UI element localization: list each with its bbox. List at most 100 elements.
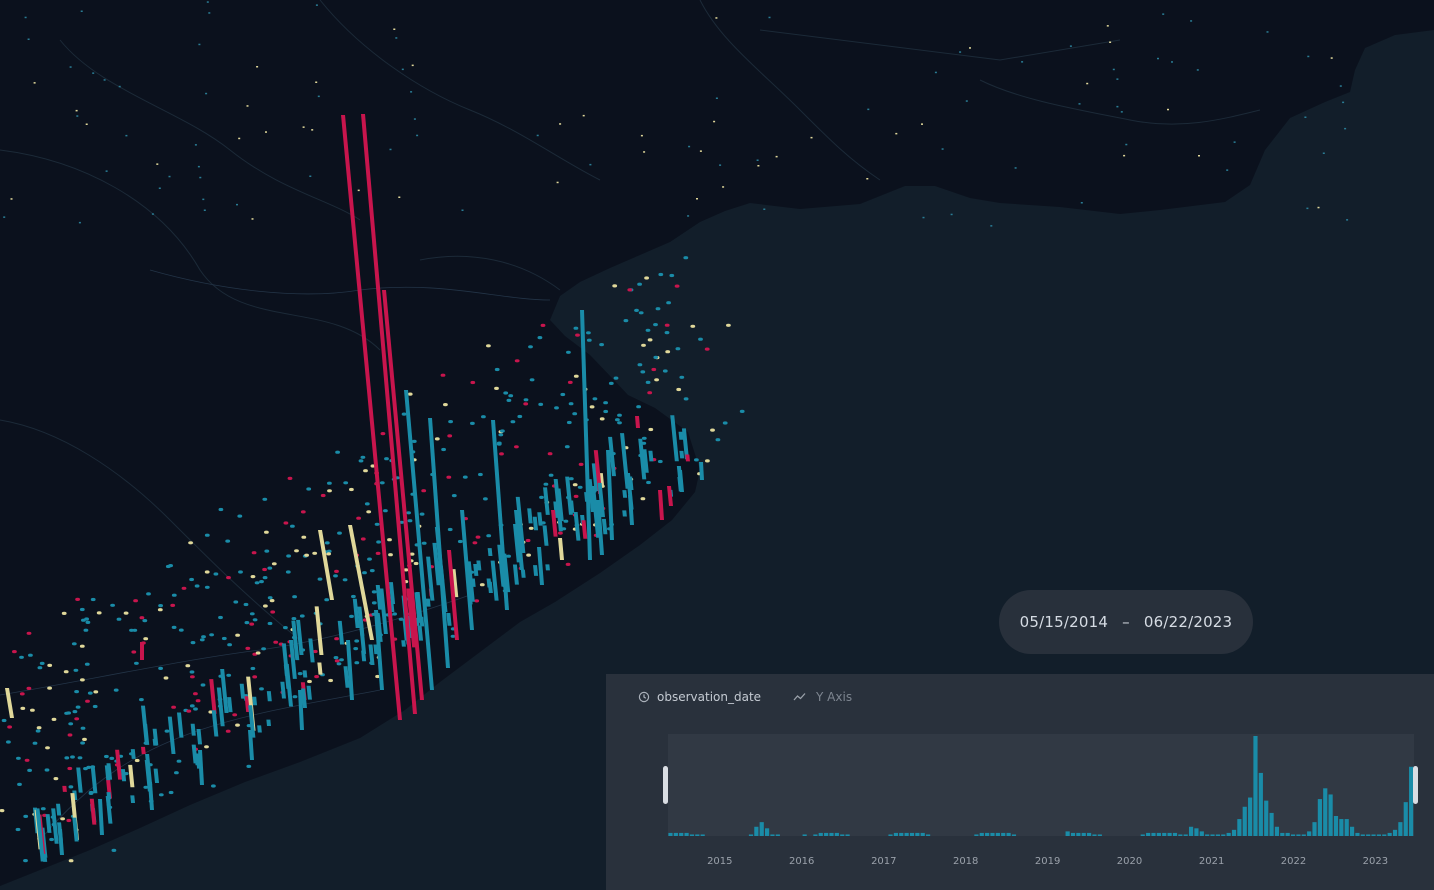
map-point [1342, 101, 1345, 104]
map-point [294, 549, 299, 553]
map-column [176, 712, 184, 738]
map-point [80, 741, 85, 745]
map-point [687, 215, 690, 217]
histogram-bar [1253, 736, 1258, 836]
map-point [560, 392, 566, 397]
map-point [462, 475, 468, 479]
map-column [622, 490, 628, 498]
map-point [1106, 25, 1109, 27]
map-column [426, 556, 435, 601]
map-point [357, 189, 360, 192]
map-point [264, 549, 270, 553]
map-point [1306, 207, 1309, 210]
time-axis-tick: 2015 [707, 856, 733, 867]
map-point [36, 726, 42, 730]
histogram-bar [926, 834, 931, 836]
range-start-handle[interactable] [663, 766, 668, 804]
map-column [220, 669, 229, 714]
y-axis-selector[interactable]: Y Axis [793, 690, 852, 704]
map-point [64, 711, 69, 715]
map-point [407, 519, 413, 523]
map-column [317, 662, 323, 675]
map-point [317, 95, 320, 98]
time-axis-tick: 2019 [1034, 856, 1061, 867]
map-column [130, 749, 136, 759]
map-column [406, 588, 417, 648]
map-point [547, 452, 553, 456]
map-point [333, 574, 338, 578]
map-column [298, 690, 304, 730]
map-point [1304, 116, 1307, 118]
map-point [300, 510, 306, 514]
map-point [528, 526, 534, 530]
map-point [683, 256, 689, 260]
range-end-handle[interactable] [1413, 766, 1418, 804]
time-axis-tick: 2016 [788, 856, 815, 867]
date-range-display[interactable]: 05/15/2014 – 06/22/2023 [999, 590, 1253, 654]
map-column [42, 853, 48, 862]
histogram-bar [802, 834, 807, 836]
map-point [617, 413, 622, 417]
map-point [74, 717, 80, 721]
map-point [710, 428, 715, 432]
map-point [79, 644, 85, 648]
map-point [245, 646, 251, 651]
map-point [189, 704, 195, 708]
map-point [389, 148, 392, 151]
border-line [759, 29, 1121, 61]
map-point [301, 535, 307, 539]
map-point [475, 535, 481, 539]
histogram-bar [775, 834, 780, 836]
time-field-selector[interactable]: observation_date [638, 690, 761, 704]
map-column [417, 625, 424, 641]
histogram-bar [813, 834, 818, 836]
map-point [470, 380, 476, 385]
map-point [1344, 127, 1347, 130]
map-point [221, 636, 227, 641]
map-point [474, 599, 480, 603]
map-point [92, 704, 98, 709]
map-point [171, 705, 177, 709]
map-point [554, 406, 559, 410]
map-point [498, 433, 504, 437]
map-column [308, 638, 315, 663]
histogram-bar [1328, 794, 1333, 836]
map-point [67, 733, 73, 737]
histogram-bar [1006, 832, 1011, 836]
map-point [763, 208, 766, 210]
histogram-bar [1409, 766, 1414, 836]
map-point [375, 551, 381, 556]
map-point [694, 458, 699, 462]
map-point [75, 597, 80, 602]
map-point [566, 350, 571, 354]
map-point [156, 163, 159, 165]
map-point [538, 402, 544, 406]
map-point [965, 100, 968, 102]
map-point [472, 541, 478, 545]
histogram-bar [979, 832, 984, 836]
histogram-bar [1296, 834, 1301, 836]
map-point [679, 375, 685, 379]
map-point [726, 323, 731, 327]
histogram-plot[interactable] [668, 734, 1414, 836]
map-column [558, 538, 564, 560]
map-point [324, 598, 330, 602]
histogram-bar [695, 834, 700, 836]
map-column [227, 697, 233, 713]
map-point [371, 590, 377, 594]
map-point [262, 567, 267, 572]
map-column [681, 428, 689, 460]
map-point [49, 837, 54, 842]
map-point [250, 666, 256, 671]
histogram-bar [1076, 832, 1081, 836]
map-column [491, 420, 509, 610]
time-axis-tick: 2022 [1280, 856, 1307, 867]
map-column [487, 548, 493, 557]
map-point [123, 611, 129, 615]
histogram-bar [1382, 834, 1387, 836]
histogram-svg [668, 736, 1414, 836]
map-point [354, 639, 360, 643]
map-point [304, 553, 309, 557]
map-point [186, 709, 192, 713]
border-line [979, 79, 1261, 125]
